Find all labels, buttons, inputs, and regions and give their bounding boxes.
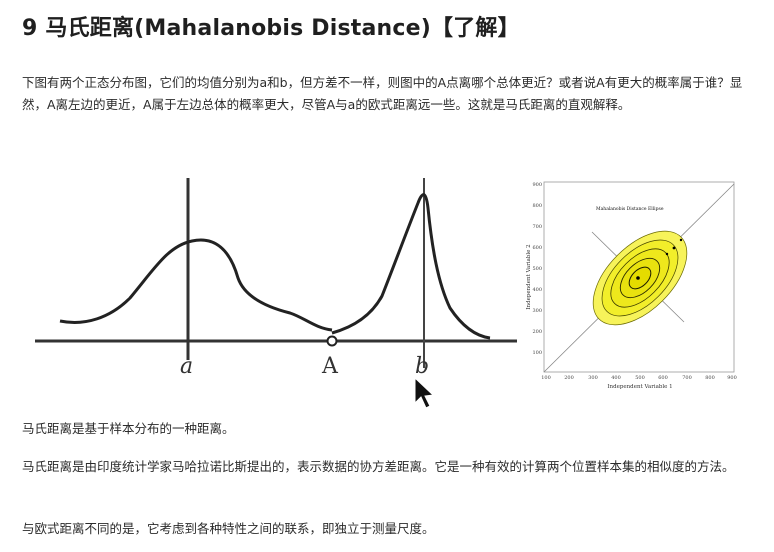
y-tick: 600 — [532, 245, 542, 251]
y-tick: 700 — [532, 224, 542, 230]
label-b: b — [415, 354, 429, 379]
origin-paragraph: 马氏距离是由印度统计学家马哈拉诺比斯提出的，表示数据的协方差距离。它是一种有效的… — [22, 459, 735, 474]
sample-point — [679, 238, 683, 242]
y-axis-label: Independent Variable 2 — [526, 244, 532, 309]
x-tick: 300 — [588, 375, 598, 381]
y-tick: 800 — [532, 203, 542, 209]
ellipse-group — [592, 230, 688, 326]
x-tick: 200 — [564, 375, 574, 381]
y-tick: 200 — [532, 329, 542, 335]
center-point — [636, 276, 640, 280]
definition-paragraph: 马氏距离是基于样本分布的一种距离。 — [22, 421, 235, 436]
x-tick: 900 — [727, 375, 737, 381]
left-distribution-curve — [59, 238, 333, 332]
intro-paragraph: 下图有两个正态分布图，它们的均值分别为a和b，但方差不一样，则图中的A点离哪个总… — [22, 75, 743, 112]
label-A: A — [321, 354, 339, 379]
x-axis-label: Independent Variable 1 — [607, 384, 672, 390]
x-tick: 600 — [658, 375, 668, 381]
mahalanobis-ellipse-chart: Mahalanobis Distance Ellipse 900 800 700… — [526, 181, 737, 390]
page-title: 9 马氏距离(Mahalanobis Distance)【了解】 — [22, 16, 520, 41]
y-tick: 500 — [532, 266, 542, 272]
y-tick: 400 — [532, 287, 542, 293]
x-tick: 700 — [682, 375, 692, 381]
point-A-marker — [326, 335, 338, 347]
sample-point — [665, 252, 669, 256]
y-tick: 300 — [532, 308, 542, 314]
two-distributions-figure: a A b — [35, 178, 517, 409]
y-tick: 900 — [532, 182, 542, 188]
mouse-cursor-icon — [414, 376, 435, 409]
y-tick: 100 — [532, 350, 542, 356]
chart-title: Mahalanobis Distance Ellipse — [596, 206, 664, 212]
right-distribution-curve — [331, 193, 491, 340]
x-tick: 100 — [541, 375, 551, 381]
y-tick-labels: 900 800 700 600 500 400 300 200 100 — [532, 182, 542, 356]
ellipse-ring-1 — [628, 266, 652, 290]
x-tick-labels: 100 200 300 400 500 600 700 800 900 — [541, 375, 737, 381]
x-tick: 400 — [611, 375, 621, 381]
x-tick: 500 — [635, 375, 645, 381]
difference-paragraph: 与欧式距离不同的是，它考虑到各种特性之间的联系，即独立于测量尺度。 — [22, 521, 435, 536]
sample-point — [672, 246, 676, 250]
label-a: a — [180, 354, 193, 379]
x-tick: 800 — [705, 375, 715, 381]
